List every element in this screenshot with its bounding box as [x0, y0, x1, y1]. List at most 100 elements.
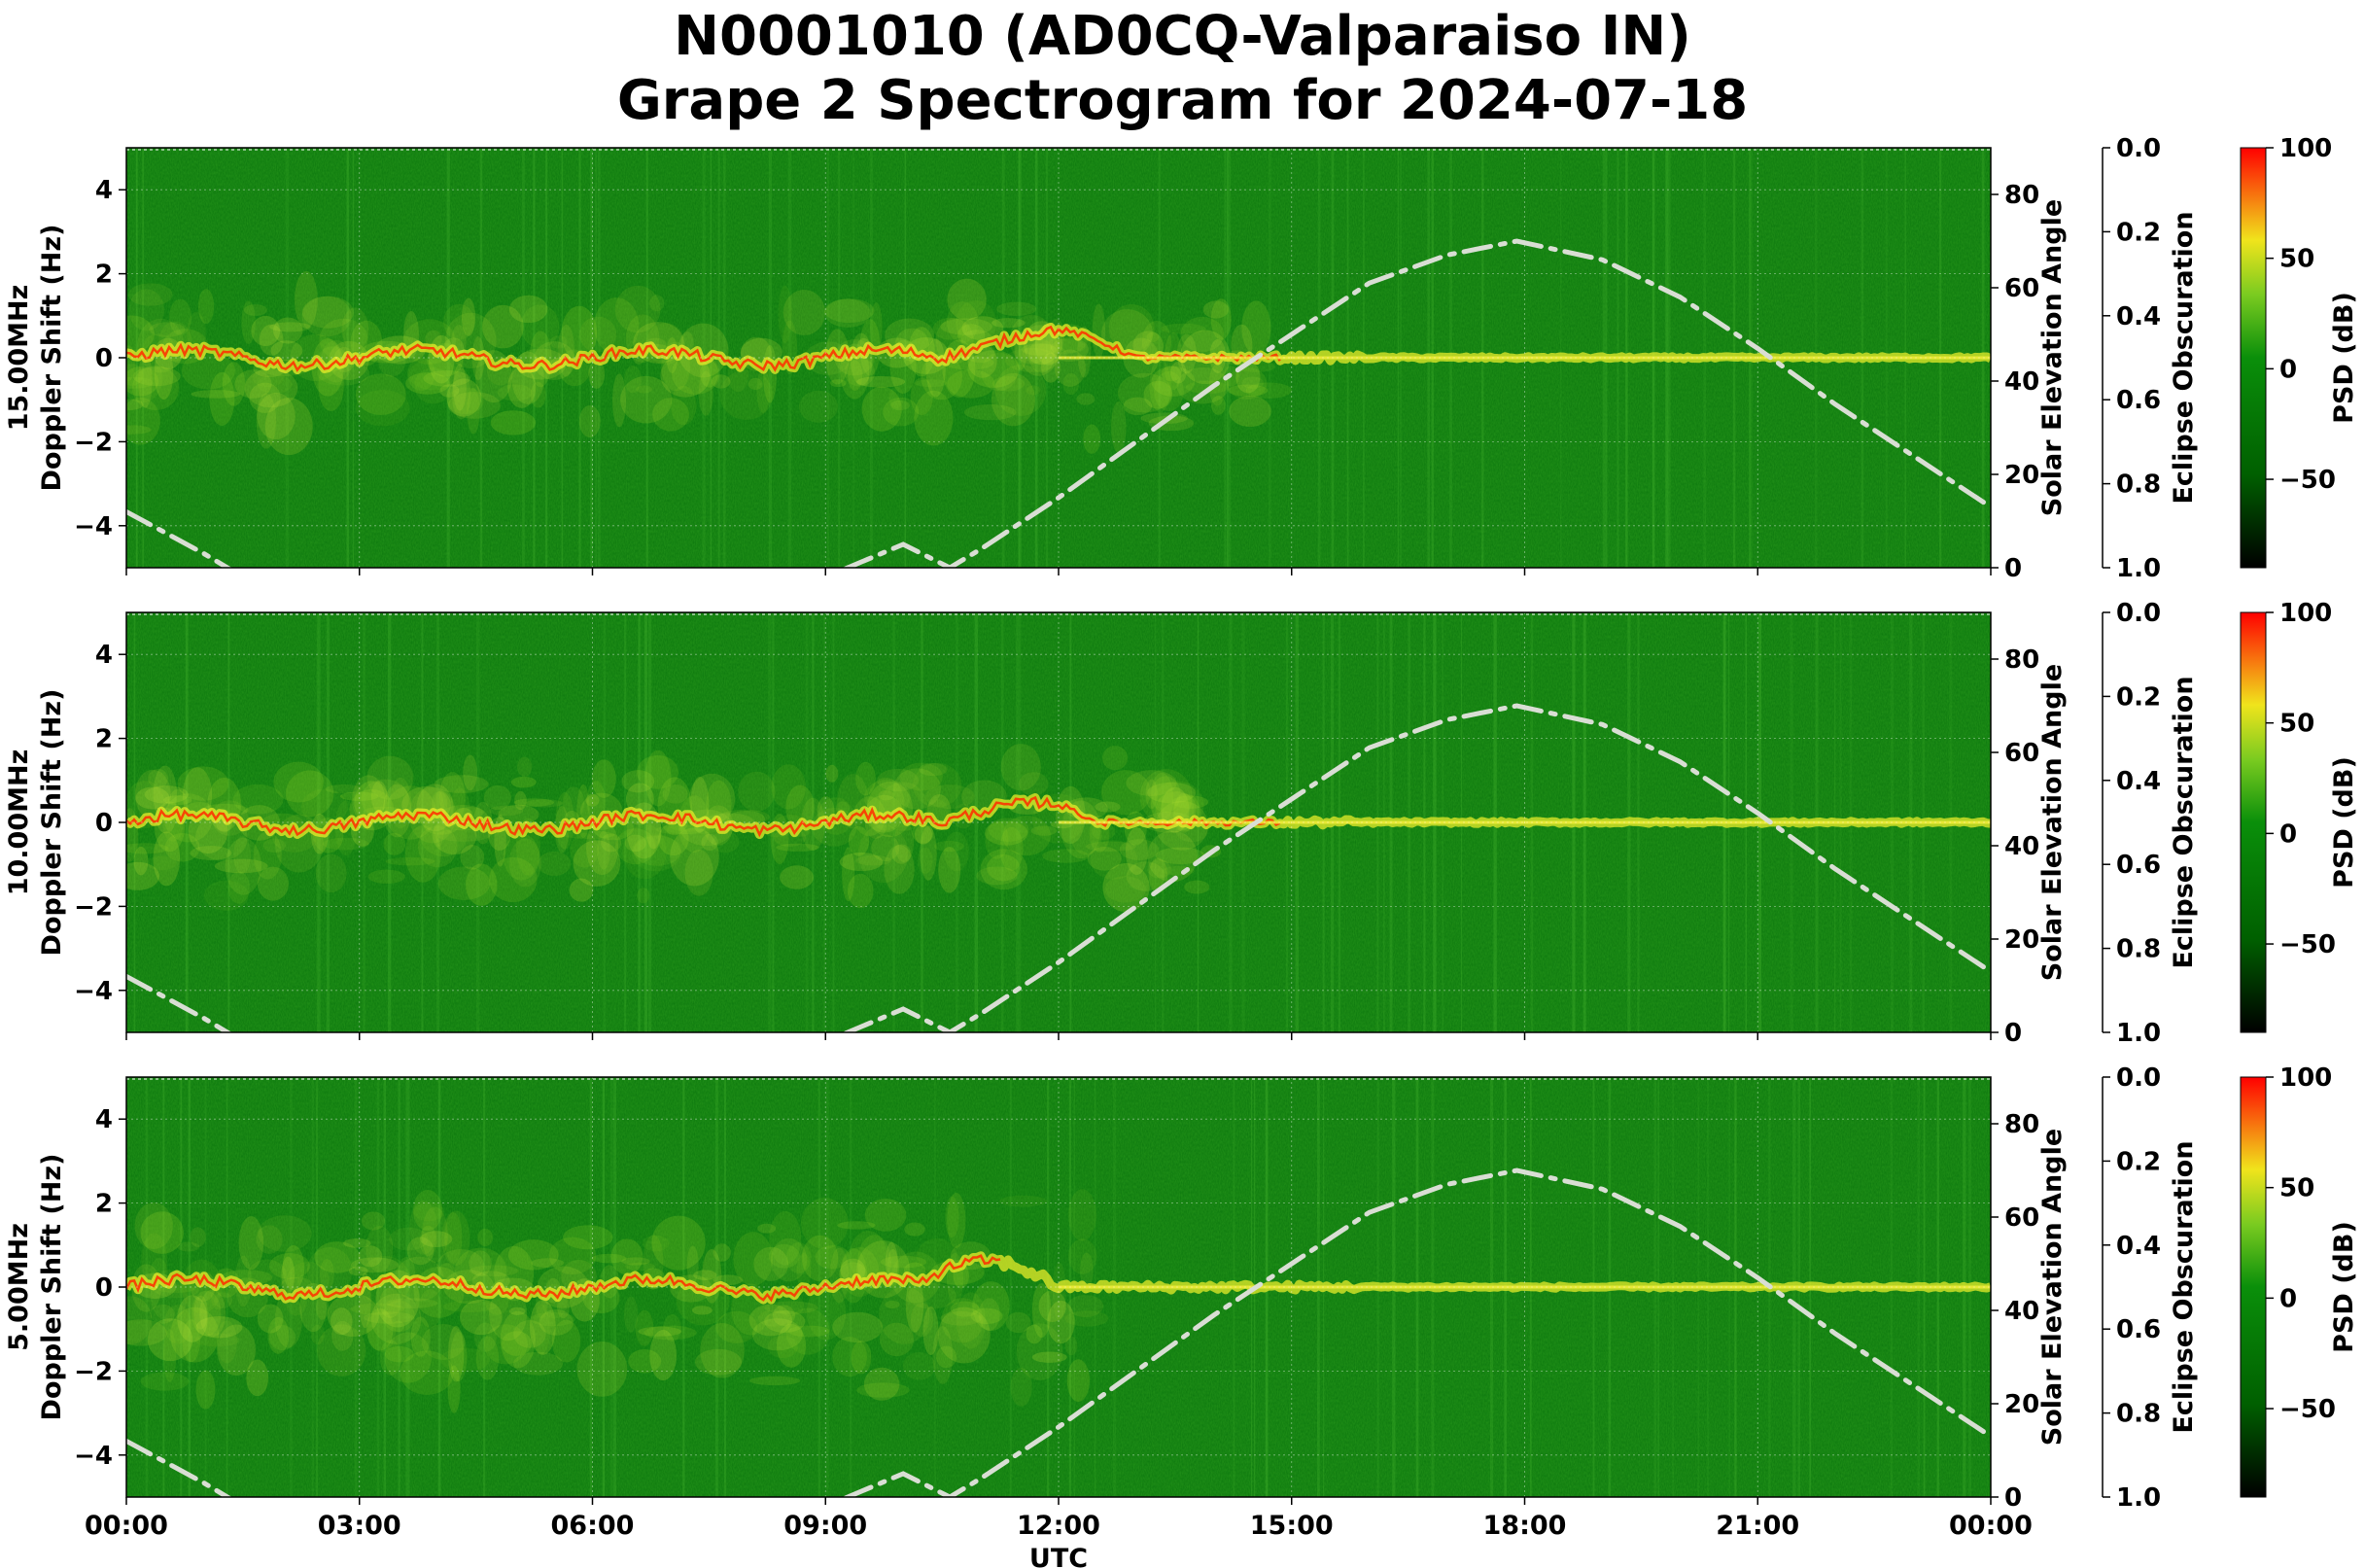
glow-blob [863, 1367, 900, 1401]
glow-blob [1241, 376, 1264, 389]
glow-blob [643, 1325, 697, 1341]
glow-blob [1117, 372, 1172, 413]
glow-blob [933, 840, 964, 853]
y-tick-label: 4 [95, 176, 113, 205]
glow-blob [551, 1319, 581, 1363]
glow-blob [148, 768, 168, 788]
eclipse-tick-label: 1.0 [2116, 1483, 2161, 1513]
glow-blob [905, 1275, 924, 1333]
glow-blob [132, 366, 180, 411]
glow-blob [700, 360, 718, 388]
glow-blob [126, 425, 152, 435]
glow-blob [367, 1309, 397, 1352]
glow-blob [801, 1198, 849, 1249]
glow-blob [513, 1319, 546, 1348]
glow-blob [614, 828, 656, 865]
glow-blob [904, 1222, 925, 1237]
eclipse-tick-label: 1.0 [2116, 554, 2161, 583]
glow-blob [776, 1323, 807, 1368]
glow-blob [1067, 1295, 1104, 1317]
glow-blob [531, 1258, 565, 1269]
glow-blob [285, 770, 334, 818]
glow-blob [280, 1276, 313, 1293]
glow-blob [448, 1326, 465, 1382]
glow-blob [856, 1382, 910, 1398]
glow-blob [864, 779, 911, 816]
glow-blob [914, 824, 932, 845]
eclipse-tick-label: 0.6 [2116, 851, 2161, 880]
glow-blob [343, 1237, 371, 1248]
glow-blob [367, 869, 405, 885]
glow-blob [847, 873, 874, 909]
glow-blob [503, 833, 540, 881]
glow-blob [302, 296, 354, 329]
glow-blob [785, 784, 815, 830]
glow-blob [612, 373, 626, 428]
glow-blob [439, 384, 460, 398]
glow-blob [832, 1337, 867, 1377]
glow-blob [628, 1348, 662, 1374]
glow-blob [318, 361, 344, 411]
glow-blob [864, 1199, 907, 1232]
glow-blob [319, 1259, 334, 1290]
y-axis-label-frequency: 5.00MHz [4, 1223, 34, 1351]
glow-blob [956, 1292, 986, 1349]
glow-blob [801, 1235, 839, 1282]
glow-blob [922, 1306, 939, 1356]
glow-blob [444, 1212, 463, 1264]
glow-blob [972, 1281, 1010, 1331]
glow-blob [691, 1306, 713, 1315]
glow-blob [578, 404, 601, 438]
glow-blob [126, 315, 155, 353]
glow-blob [530, 1299, 556, 1355]
glow-blob [996, 301, 1037, 317]
x-tick-label: 21:00 [1716, 1511, 1799, 1541]
glow-blob [888, 386, 904, 409]
glow-blob [637, 888, 650, 904]
glow-blob [548, 1237, 597, 1275]
glow-blob [355, 390, 410, 427]
carrier-peak-trace [126, 1254, 1001, 1303]
glow-blob [693, 1270, 717, 1280]
glow-blob [366, 755, 414, 800]
colorbar-tick-label: 100 [2279, 1063, 2332, 1093]
glow-blob [489, 856, 538, 903]
solar-tick-label: 60 [2004, 274, 2039, 303]
glow-blob [749, 1376, 801, 1386]
glow-blob [126, 363, 144, 386]
solar-tick-label: 60 [2004, 739, 2039, 768]
glow-blob [477, 1228, 494, 1247]
glow-blob [457, 807, 484, 819]
glow-blob [425, 330, 442, 348]
glow-blob [1066, 1359, 1090, 1403]
glow-blob [191, 1290, 222, 1337]
glow-blob [917, 847, 933, 874]
glow-blob [489, 1286, 528, 1342]
glow-blob [350, 1303, 405, 1315]
glow-blob [126, 376, 154, 389]
glow-blob [588, 360, 606, 389]
glow-blob [912, 822, 934, 844]
glow-blob [450, 1332, 468, 1382]
glow-blob [562, 786, 585, 819]
glow-blob [256, 393, 277, 449]
glow-blob [678, 323, 729, 378]
glow-blob [621, 1257, 650, 1266]
glow-blob [437, 866, 491, 900]
glow-blob [330, 1307, 353, 1336]
glow-blob [991, 372, 1035, 427]
glow-blob [418, 1288, 442, 1328]
glow-blob [538, 851, 572, 876]
glow-blob [126, 861, 160, 890]
glow-blob [533, 1304, 551, 1355]
glow-blob [660, 353, 711, 398]
glow-blob [452, 368, 471, 420]
glow-blob [561, 305, 598, 361]
glow-blob [268, 1325, 296, 1351]
glow-blob [829, 379, 847, 388]
glow-blob [408, 359, 459, 391]
glow-blob [244, 368, 298, 408]
glow-blob [880, 1255, 927, 1269]
glow-blob [1143, 380, 1173, 409]
